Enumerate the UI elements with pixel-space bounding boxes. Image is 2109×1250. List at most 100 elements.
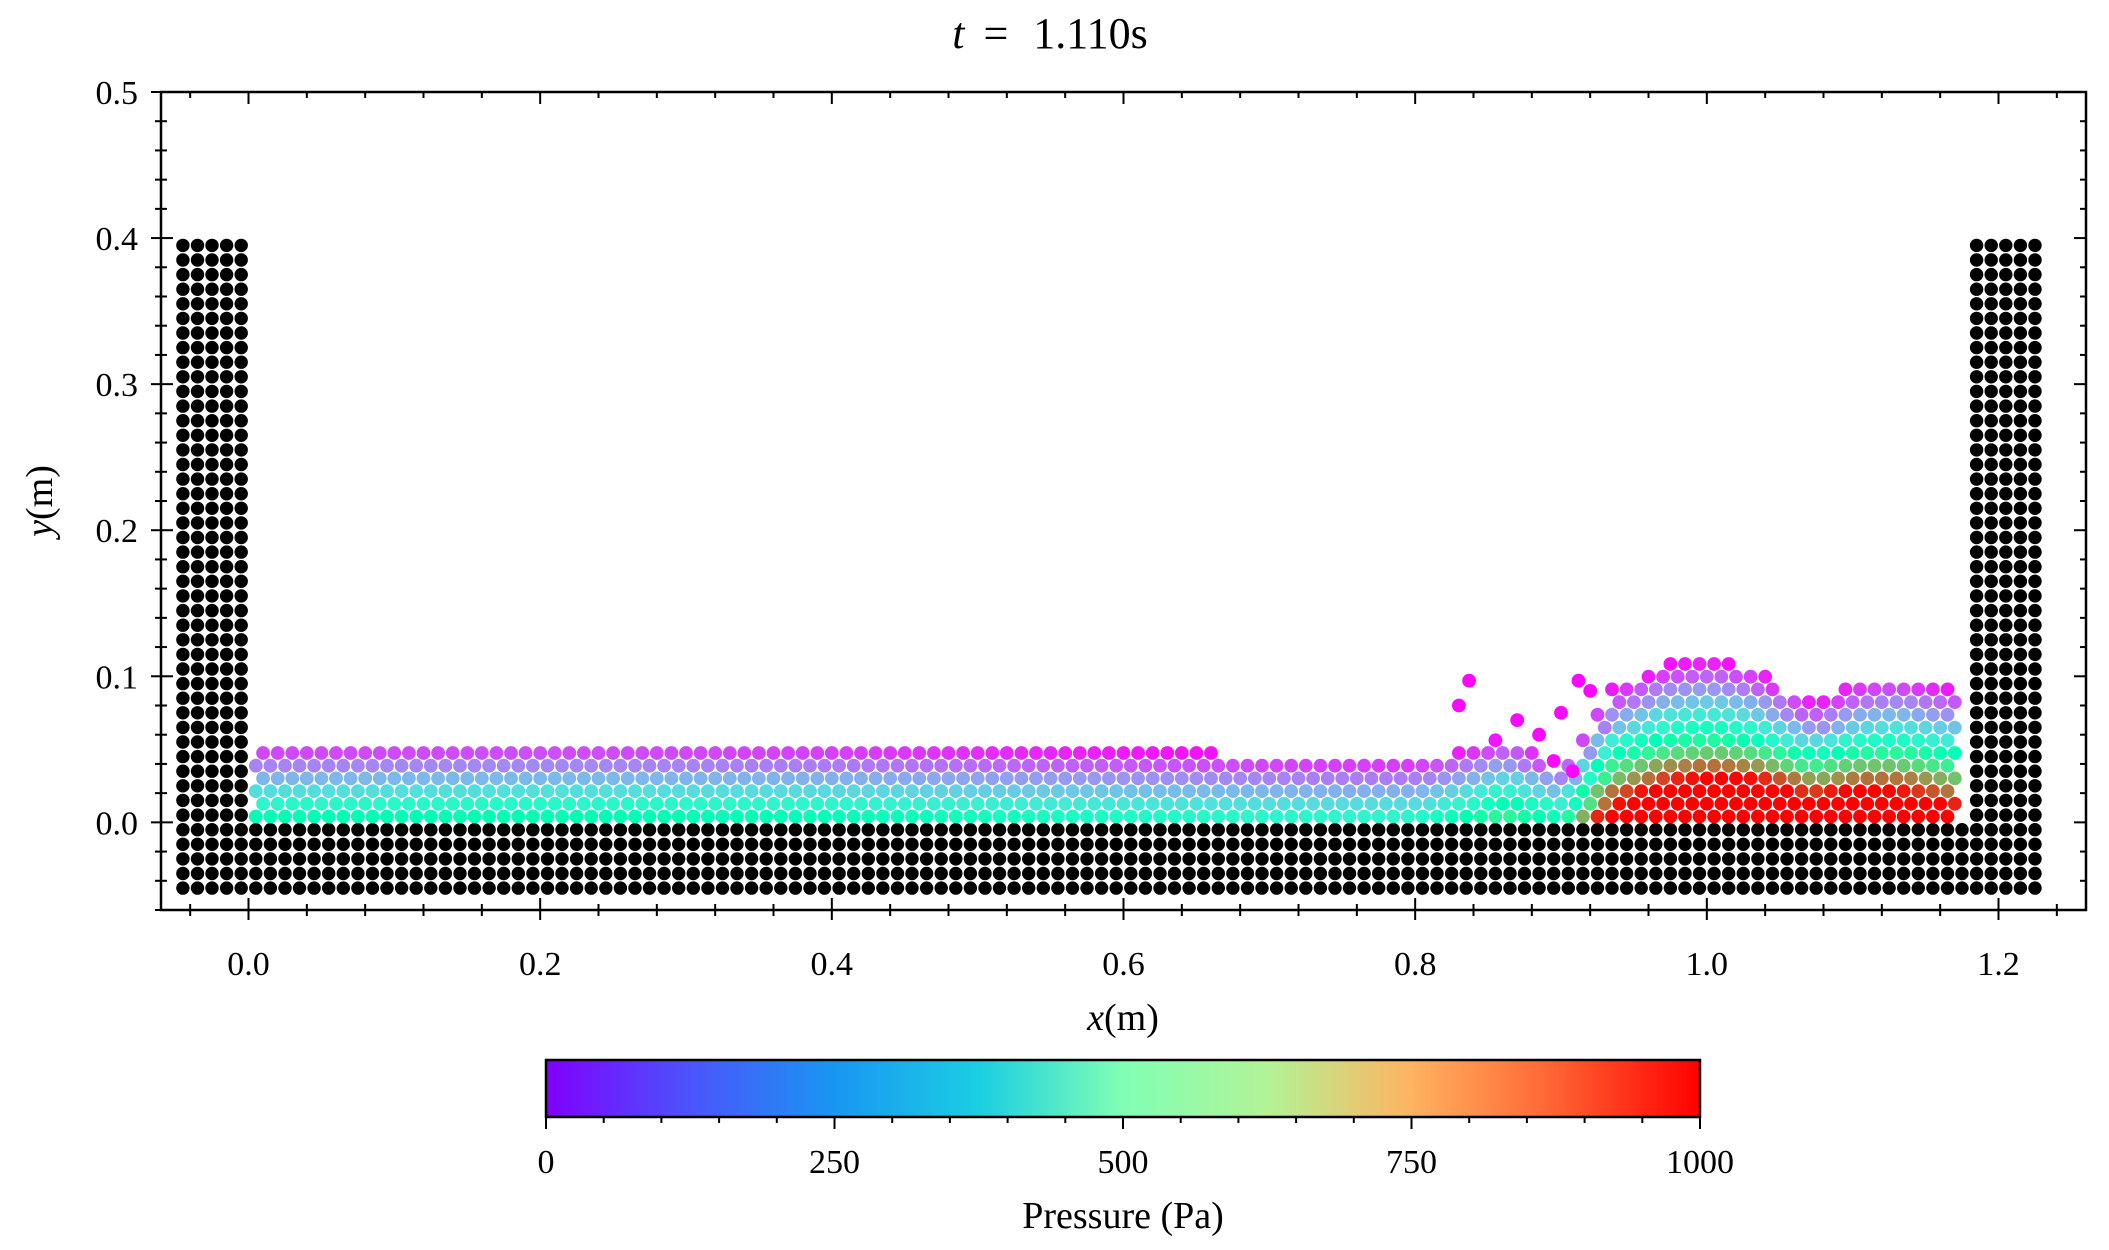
floor-particle: [1415, 823, 1430, 837]
fluid-particle: [1867, 682, 1882, 697]
floor-particle: [453, 866, 467, 881]
fluid-particle: [1539, 771, 1554, 786]
fluid-particle: [1743, 771, 1758, 786]
floor-particle: [1707, 866, 1721, 881]
floor-particle: [1269, 866, 1284, 881]
fluid-particle: [1904, 720, 1918, 735]
fluid-particle: [1473, 809, 1488, 824]
right-wall-particle: [2013, 764, 2028, 778]
floor-particle: [1240, 866, 1255, 881]
floor-particle: [1415, 852, 1430, 866]
fluid-particle: [992, 809, 1007, 824]
fluid-particle: [620, 796, 635, 811]
fluid-particle: [372, 771, 387, 786]
floor-particle: [1561, 881, 1576, 895]
right-wall-particle: [1999, 253, 2013, 267]
left-wall-particle: [219, 720, 234, 735]
fluid-particle: [1933, 695, 1948, 709]
floor-particle: [1415, 837, 1430, 851]
right-wall-particle: [2013, 749, 2028, 764]
fluid-particle: [1874, 746, 1889, 760]
fluid-particle: [744, 784, 759, 798]
fluid-particle: [1758, 771, 1773, 786]
fluid-particle: [416, 796, 431, 811]
fluid-particle: [1707, 733, 1721, 748]
fluid-particle: [1204, 746, 1218, 760]
right-wall-particle: [2013, 647, 2028, 662]
left-wall-particle: [176, 881, 190, 895]
floor-particle: [1590, 866, 1605, 881]
fluid-particle: [1226, 758, 1240, 773]
right-wall-particle: [1969, 457, 1984, 472]
fluid-particle: [1663, 733, 1678, 748]
fluid-particle: [722, 771, 737, 786]
fluid-particle: [1758, 746, 1773, 760]
fluid-particle: [752, 796, 766, 811]
fluid-particle: [598, 758, 613, 773]
fluid-particle: [1685, 669, 1700, 684]
floor-particle: [1459, 881, 1473, 895]
floor-particle: [1372, 881, 1386, 895]
fluid-particle: [365, 758, 380, 773]
right-wall-particle: [1984, 399, 1998, 413]
fluid-particle: [1313, 784, 1328, 798]
fluid-particle: [1160, 796, 1175, 811]
right-wall-particle: [2028, 530, 2042, 545]
fluid-particle: [1546, 809, 1561, 824]
left-wall-particle: [219, 487, 234, 501]
right-wall-particle: [1999, 662, 2013, 676]
fluid-particle: [1692, 657, 1707, 671]
fluid-particle: [489, 746, 504, 760]
floor-particle: [1590, 823, 1605, 837]
floor-particle: [817, 852, 832, 866]
floor-particle: [1401, 823, 1415, 837]
floor-particle: [1547, 866, 1561, 881]
floor-particle: [1240, 852, 1255, 866]
floor-particle: [919, 837, 934, 851]
fluid-particle: [766, 746, 781, 760]
left-wall-particle: [176, 779, 190, 793]
right-wall-particle: [1984, 735, 1998, 749]
fluid-particle: [1561, 784, 1576, 798]
floor-particle: [788, 852, 803, 866]
fluid-particle: [657, 809, 671, 824]
floor-particle: [1532, 866, 1546, 881]
fluid-particle: [555, 784, 569, 798]
fluid-particle: [1743, 746, 1758, 760]
left-wall-particle: [205, 443, 219, 457]
fluid-particle: [547, 746, 562, 760]
fluid-particle: [759, 784, 774, 798]
left-wall-particle: [205, 662, 219, 676]
fluid-particle: [1758, 796, 1773, 811]
left-wall-particle: [234, 355, 248, 369]
splash-particle: [1571, 673, 1586, 688]
floor-particle: [482, 852, 496, 866]
fluid-particle: [1247, 796, 1262, 811]
left-wall-particle: [190, 808, 205, 822]
left-wall-particle: [234, 384, 248, 399]
fluid-particle: [307, 809, 321, 824]
left-wall-particle: [190, 487, 205, 501]
fluid-particle: [1692, 707, 1707, 722]
floor-particle: [278, 852, 292, 866]
floor-particle: [774, 837, 788, 851]
floor-particle: [467, 852, 482, 866]
left-wall-particle: [234, 516, 248, 530]
fluid-particle: [285, 746, 300, 760]
fluid-particle: [1853, 784, 1867, 798]
fluid-particle: [1736, 707, 1751, 722]
left-wall-particle: [219, 282, 234, 296]
fluid-particle: [1670, 796, 1685, 811]
fluid-particle: [788, 809, 803, 824]
floor-particle: [861, 881, 875, 895]
right-wall-particle: [1984, 837, 1998, 851]
left-wall-particle: [176, 603, 190, 618]
floor-particle: [1269, 837, 1284, 851]
floor-particle: [1036, 823, 1051, 837]
fluid-particle: [1940, 784, 1955, 798]
left-wall-particle: [205, 399, 219, 413]
fluid-particle: [1612, 771, 1627, 786]
floor-particle: [1065, 852, 1080, 866]
floor-particle: [1299, 866, 1313, 881]
floor-particle: [1021, 866, 1036, 881]
